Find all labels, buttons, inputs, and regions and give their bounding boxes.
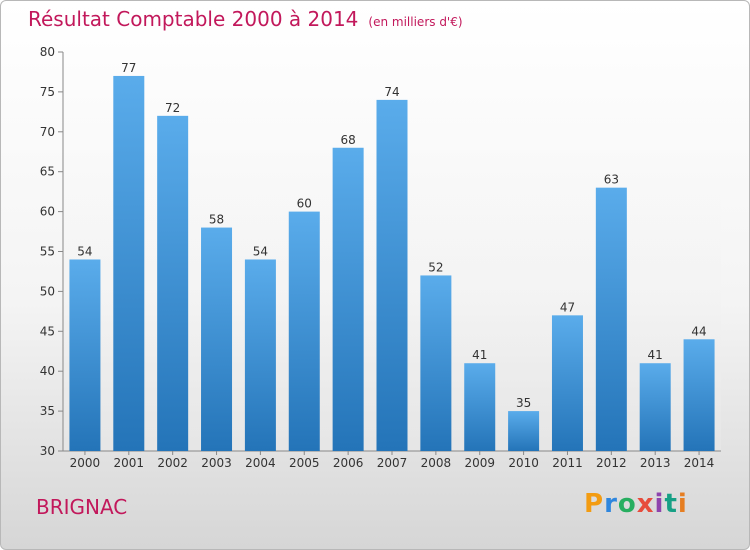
x-tick-label-2014: 2014 <box>684 456 715 470</box>
bar-2005[interactable] <box>288 211 320 451</box>
y-tick-label: 75 <box>40 85 55 99</box>
value-label-2002: 72 <box>165 101 180 115</box>
value-label-2003: 58 <box>209 213 224 227</box>
y-tick-label: 55 <box>40 245 55 259</box>
x-tick-label-2002: 2002 <box>157 456 188 470</box>
logo-letter: i <box>654 489 665 519</box>
y-tick-label: 35 <box>40 404 55 418</box>
x-tick-label-2003: 2003 <box>201 456 232 470</box>
bar-2010[interactable] <box>508 411 540 451</box>
value-label-2011: 47 <box>560 300 575 314</box>
x-tick-label-2006: 2006 <box>333 456 364 470</box>
x-tick-label-2001: 2001 <box>114 456 145 470</box>
x-tick-label-2010: 2010 <box>508 456 539 470</box>
bar-2000[interactable] <box>69 259 101 451</box>
proxiti-logo[interactable]: Proxiti <box>584 489 688 519</box>
value-label-2005: 60 <box>297 197 312 211</box>
x-tick-label-2009: 2009 <box>464 456 495 470</box>
x-tick-label-2011: 2011 <box>552 456 583 470</box>
bar-2007[interactable] <box>376 99 408 451</box>
bar-2006[interactable] <box>332 147 364 451</box>
x-tick-label-2007: 2007 <box>377 456 408 470</box>
chart-subtitle: (en milliers d'€) <box>368 15 463 29</box>
y-tick-label: 45 <box>40 324 55 338</box>
value-label-2012: 63 <box>604 173 619 187</box>
logo-letter: x <box>636 489 655 519</box>
x-tick-label-2008: 2008 <box>421 456 452 470</box>
y-tick-label: 40 <box>40 364 55 378</box>
value-label-2000: 54 <box>77 244 92 258</box>
bar-2011[interactable] <box>551 315 583 451</box>
logo-letter: i <box>677 489 688 519</box>
x-tick-label-2012: 2012 <box>596 456 627 470</box>
value-label-2009: 41 <box>472 348 487 362</box>
chart-title: Résultat Comptable 2000 à 2014 (en millie… <box>28 7 463 31</box>
value-label-2014: 44 <box>691 324 706 338</box>
value-label-2007: 74 <box>384 85 399 99</box>
y-tick-label: 80 <box>40 45 55 59</box>
y-tick-label: 70 <box>40 125 55 139</box>
bar-2004[interactable] <box>244 259 276 451</box>
logo-letter: r <box>604 489 618 519</box>
logo-letter: P <box>584 489 605 519</box>
value-label-2010: 35 <box>516 396 531 410</box>
y-tick-label: 50 <box>40 284 55 298</box>
logo-letter: o <box>617 489 637 519</box>
bar-2002[interactable] <box>157 115 189 451</box>
bar-2003[interactable] <box>201 227 233 451</box>
value-label-2013: 41 <box>648 348 663 362</box>
bar-2012[interactable] <box>595 187 627 451</box>
city-name: BRIGNAC <box>36 495 128 519</box>
value-label-2004: 54 <box>253 244 268 258</box>
value-label-2008: 52 <box>428 260 443 274</box>
x-tick-label-2004: 2004 <box>245 456 276 470</box>
bars-group <box>69 75 715 451</box>
x-tick-label-2013: 2013 <box>640 456 671 470</box>
value-label-2006: 68 <box>340 133 355 147</box>
title-text: Résultat Comptable 2000 à 2014 <box>28 7 359 31</box>
bar-2008[interactable] <box>420 275 452 451</box>
bar-2014[interactable] <box>683 339 715 451</box>
logo-letter: t <box>664 489 678 519</box>
value-label-2001: 77 <box>121 61 136 75</box>
labels-group: 54 2000 77 2001 72 2002 58 2003 54 2004 60 2005 68 20… <box>70 61 715 470</box>
x-tick-label-2005: 2005 <box>289 456 320 470</box>
bar-2009[interactable] <box>464 363 496 451</box>
bar-2001[interactable] <box>113 75 145 451</box>
y-tick-label: 65 <box>40 165 55 179</box>
y-tick-label: 60 <box>40 205 55 219</box>
x-tick-label-2000: 2000 <box>70 456 101 470</box>
y-tick-label: 30 <box>40 444 55 458</box>
bar-2013[interactable] <box>639 363 671 451</box>
